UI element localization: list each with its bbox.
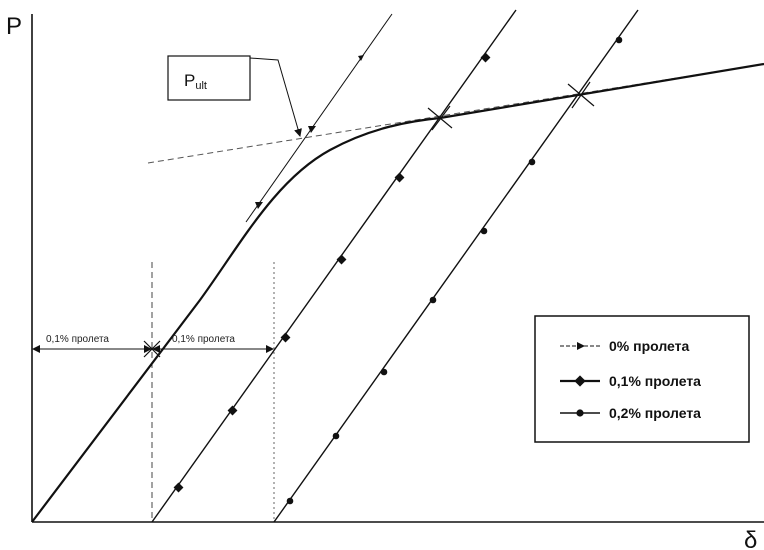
p-ult-leader	[249, 57, 302, 137]
tangent-line	[147, 63, 764, 164]
offset-label-right: 0,1% пролета	[172, 334, 235, 345]
offset-line-2-marker	[480, 227, 488, 235]
y-axis-label: P	[6, 13, 22, 40]
offset-line-2-marker	[615, 36, 623, 44]
offset-line-0	[245, 13, 393, 223]
offset-line-2-marker	[286, 497, 294, 505]
offset-line-2-marker	[332, 432, 340, 440]
offset-line-1-marker	[336, 254, 347, 265]
offset-line-1-marker	[173, 482, 184, 493]
legend-box	[534, 315, 750, 443]
intersection-mark-2	[567, 81, 595, 109]
offset-line-2-marker	[528, 158, 536, 166]
legend-marker-diamond	[574, 375, 586, 387]
offset-line-2	[273, 9, 639, 523]
p-ult-label: Pult	[184, 71, 207, 92]
offset-line-0-marker	[255, 202, 263, 209]
legend-marker-arrow	[577, 342, 585, 350]
legend-label-0: 0% пролета	[609, 338, 690, 354]
offset-line-1-marker	[480, 52, 491, 63]
offset-label-left: 0,1% пролета	[46, 334, 109, 345]
offset-line-2-marker	[429, 296, 437, 304]
legend: 0% пролета 0,1% пролета 0,2% пролета	[534, 315, 750, 443]
x-axis-label: δ	[744, 527, 757, 550]
offset-line-1-marker	[227, 405, 238, 416]
p-ult-callout-box	[167, 55, 251, 101]
offset-line-1-marker	[280, 332, 291, 343]
intersection-mark-1	[427, 105, 453, 131]
load-deflection-curve	[31, 62, 764, 523]
offset-line-0-marker	[358, 55, 364, 61]
legend-label-2: 0,2% пролета	[609, 405, 701, 421]
offset-line-1-marker	[394, 172, 405, 183]
offset-line-0-marker	[308, 126, 316, 133]
offset-line-2-marker	[380, 368, 388, 376]
offset-line-1	[151, 9, 517, 523]
legend-label-1: 0,1% пролета	[609, 373, 701, 389]
legend-marker-circle	[576, 409, 584, 417]
